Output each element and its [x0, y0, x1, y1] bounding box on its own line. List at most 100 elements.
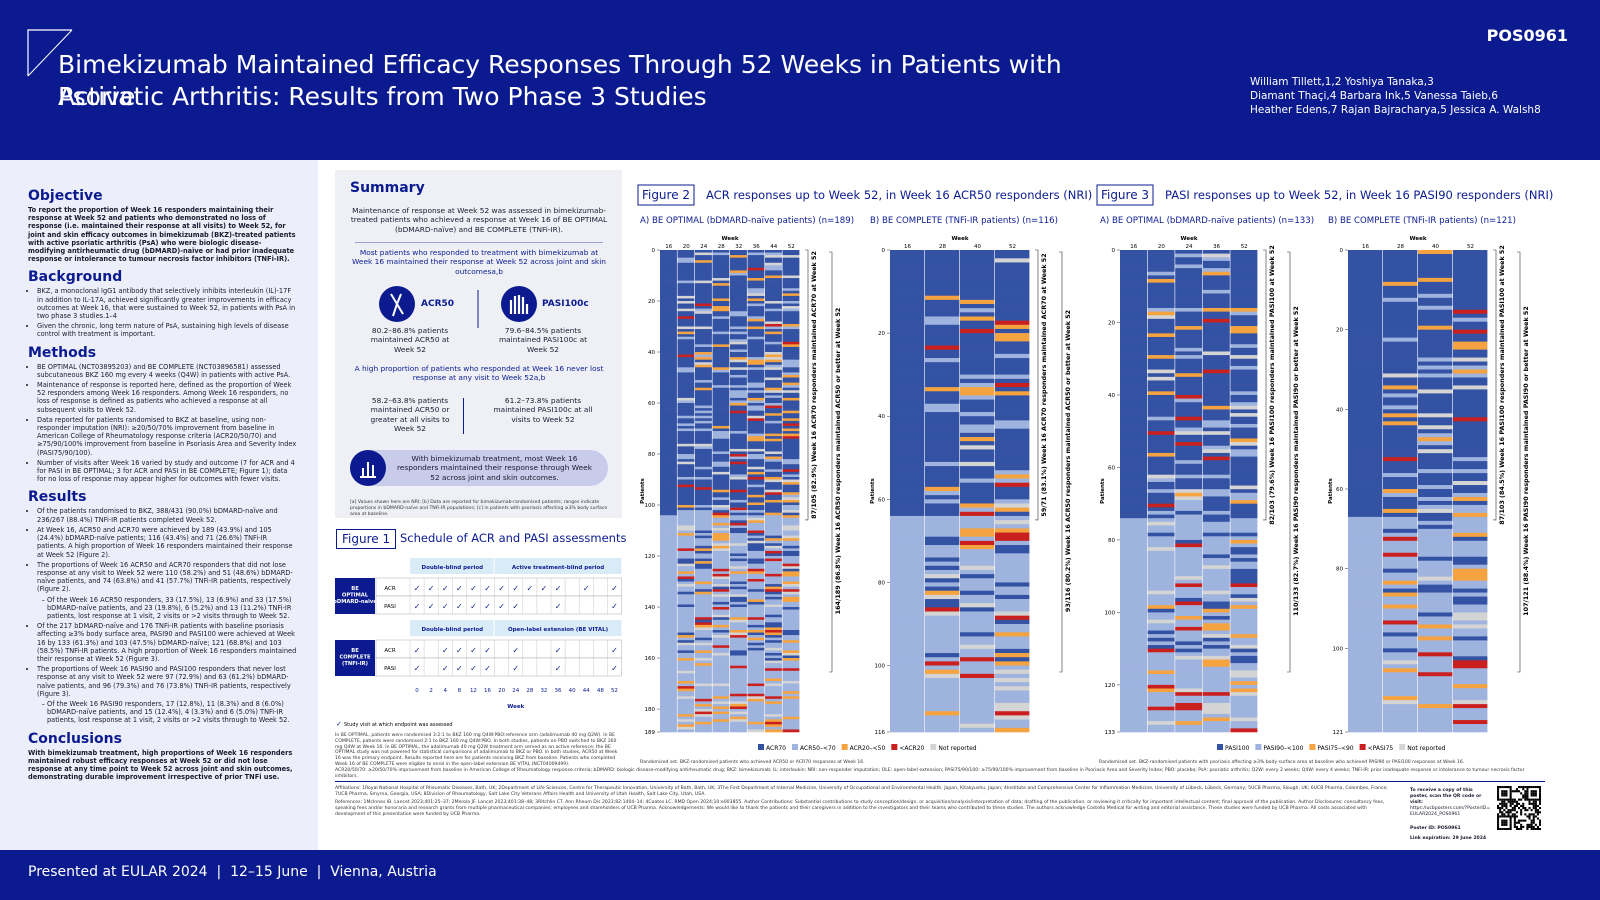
heat-cell	[712, 316, 730, 320]
heat-cell	[1348, 504, 1383, 510]
heat-cell	[660, 265, 677, 269]
heat-cell	[1202, 481, 1230, 486]
heat-cell	[712, 301, 730, 304]
qr-module	[1509, 819, 1512, 822]
heat-cell	[1348, 628, 1383, 633]
heat-cell	[782, 448, 800, 452]
heat-cell	[1230, 547, 1258, 552]
heat-cell	[1175, 659, 1203, 664]
heat-cell	[747, 479, 765, 483]
heat-cell	[1202, 315, 1230, 320]
heat-cell	[1348, 265, 1383, 271]
heat-cell	[747, 303, 765, 307]
heat-cell	[677, 313, 695, 317]
heat-cell	[890, 424, 925, 429]
heat-cell	[730, 550, 747, 554]
qr-module	[1532, 821, 1535, 824]
qr-module	[1532, 817, 1535, 820]
heat-cell	[765, 403, 782, 406]
heat-cell	[660, 553, 677, 557]
heat-cell	[960, 565, 995, 571]
heat-cell	[712, 675, 730, 679]
heat-cell	[1383, 417, 1418, 422]
heat-cell	[1348, 285, 1383, 291]
qr-module	[1511, 809, 1514, 812]
heat-cell	[695, 413, 712, 417]
heat-cell	[712, 408, 730, 411]
heat-cell	[925, 320, 960, 326]
heat-cell	[695, 390, 712, 394]
heat-cell	[890, 387, 925, 392]
heat-cell	[1120, 489, 1147, 494]
heat-cell	[1175, 318, 1203, 323]
qr-module	[1509, 811, 1512, 814]
heat-cell	[1348, 652, 1383, 657]
heat-cell	[1120, 648, 1147, 653]
heat-cell	[660, 576, 677, 580]
bullet: Of the patients randomised to BKZ, 388/4…	[37, 507, 298, 523]
qr-module	[1528, 823, 1531, 826]
heat-cell	[730, 640, 747, 644]
heat-cell	[782, 553, 800, 557]
heat-cell	[1230, 264, 1258, 269]
heat-cell	[890, 586, 925, 592]
heat-cell	[960, 574, 995, 579]
heat-cell	[1383, 628, 1418, 633]
panel-title: A) BE OPTIMAL (bDMARD-naïve patients) (n…	[640, 216, 854, 226]
heat-cell	[677, 584, 695, 587]
heat-cell	[677, 341, 695, 345]
heat-cell	[677, 525, 695, 529]
heat-cell	[730, 510, 747, 513]
heat-cell	[960, 719, 995, 724]
heat-cell	[677, 596, 695, 600]
heat-cell	[1175, 365, 1203, 370]
heat-cell	[765, 556, 782, 559]
qr-module	[1530, 792, 1533, 795]
heat-cell	[1147, 347, 1175, 352]
heat-cell	[1147, 409, 1175, 414]
heat-cell	[782, 469, 800, 473]
heat-cell	[995, 453, 1030, 459]
heat-cell	[730, 522, 747, 526]
heat-cell	[1453, 265, 1488, 271]
heat-cell	[747, 599, 765, 603]
heat-cell	[695, 716, 712, 720]
heat-cell	[1348, 401, 1383, 406]
heat-cell	[960, 274, 995, 280]
heat-cell	[1147, 554, 1175, 559]
panel-title: B) BE COMPLETE (TNFi-IR patients) (n=116…	[870, 216, 1058, 226]
heat-cell	[1147, 728, 1175, 733]
heat-cell	[712, 390, 730, 394]
heat-cell	[660, 517, 677, 521]
heat-cell	[890, 561, 925, 567]
heat-cell	[677, 721, 695, 725]
heat-cell	[960, 370, 995, 375]
heat-cell	[660, 382, 677, 386]
heat-cell	[765, 706, 782, 710]
heat-cell	[1383, 485, 1418, 490]
heat-cell	[1120, 641, 1147, 646]
qr-module	[1499, 828, 1502, 830]
heat-cell	[1147, 391, 1175, 396]
heat-cell	[747, 530, 765, 534]
heat-cell	[712, 627, 730, 631]
heat-cell	[1348, 648, 1383, 653]
heat-cell	[1230, 666, 1258, 671]
heat-cell	[1175, 467, 1203, 472]
heat-cell	[1147, 666, 1175, 671]
heat-cell	[1418, 652, 1453, 657]
heat-cell	[712, 665, 730, 669]
heat-cell	[1348, 373, 1383, 378]
heat-cell	[1120, 525, 1147, 530]
qr-module	[1532, 794, 1535, 797]
qr-code[interactable]	[1497, 786, 1541, 830]
heat-cell	[765, 650, 782, 654]
heat-cell	[782, 548, 800, 552]
heat-cell	[1230, 387, 1258, 392]
heat-cell	[765, 665, 782, 669]
heat-cell	[730, 257, 747, 261]
heat-cell	[730, 354, 747, 358]
heat-cell	[747, 729, 765, 733]
heat-cell	[677, 443, 695, 447]
qr-url[interactable]: https://ucbposters.com/?PosterID=EULAR20…	[1410, 806, 1491, 817]
